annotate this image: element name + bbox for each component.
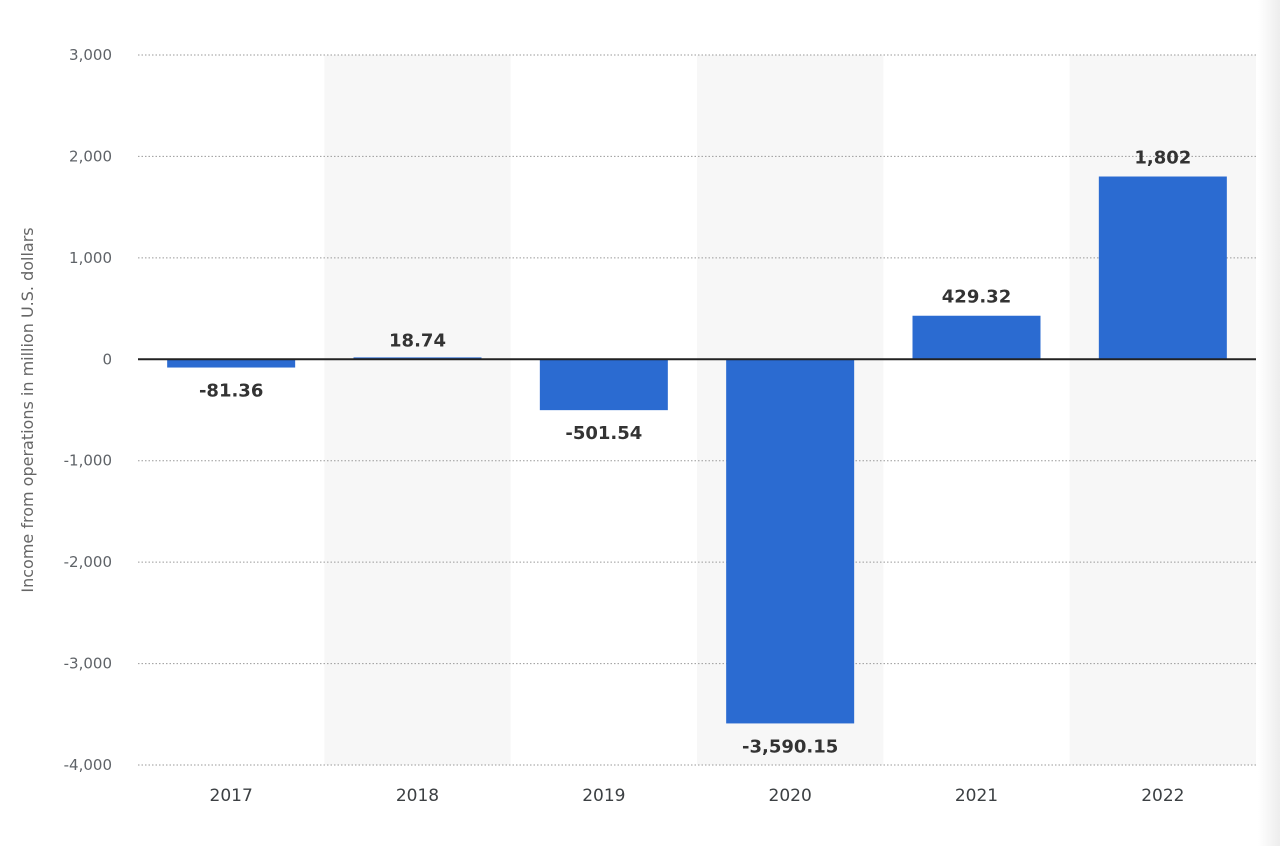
y-tick-label: 1,000 bbox=[69, 249, 112, 267]
bar-2021 bbox=[912, 315, 1041, 360]
bars bbox=[167, 176, 1227, 724]
data-label-2021: 429.32 bbox=[942, 287, 1011, 308]
y-tick-label: 0 bbox=[102, 350, 112, 368]
data-label-2018: 18.74 bbox=[389, 330, 446, 351]
y-axis: 3,000 2,000 1,000 0 -1,000 -2,000 -3,000 -4,000 bbox=[64, 46, 112, 774]
y-tick-label: -3,000 bbox=[64, 655, 112, 673]
x-tick-label: 2022 bbox=[1141, 786, 1184, 806]
x-tick-label: 2018 bbox=[396, 786, 439, 806]
y-tick-label: -2,000 bbox=[64, 553, 112, 571]
data-label-2019: -501.54 bbox=[565, 423, 642, 444]
data-label-2017: -81.36 bbox=[199, 381, 263, 402]
y-tick-label: -1,000 bbox=[64, 452, 112, 470]
data-label-2020: -3,590.15 bbox=[742, 736, 838, 757]
bar-2017 bbox=[167, 359, 296, 368]
x-tick-label: 2020 bbox=[769, 786, 812, 806]
x-axis: 2017 2018 2019 2020 2021 2022 bbox=[210, 786, 1185, 806]
gridlines bbox=[138, 54, 1256, 766]
data-labels: -81.36 18.74 -501.54 -3,590.15 429.32 1,802 bbox=[199, 148, 1191, 758]
bar-2022 bbox=[1098, 176, 1227, 360]
y-tick-label: 2,000 bbox=[69, 147, 112, 165]
bar-2020 bbox=[726, 359, 855, 724]
y-tick-label: 3,000 bbox=[69, 46, 112, 64]
column-band bbox=[324, 55, 511, 765]
data-label-2022: 1,802 bbox=[1134, 148, 1191, 169]
x-tick-label: 2021 bbox=[955, 786, 998, 806]
y-axis-title: Income from operations in million U.S. d… bbox=[18, 227, 37, 592]
y-tick-label: -4,000 bbox=[64, 756, 112, 774]
bar-2019 bbox=[539, 359, 668, 411]
x-tick-label: 2017 bbox=[210, 786, 253, 806]
column-band bbox=[1069, 55, 1256, 765]
x-tick-label: 2019 bbox=[582, 786, 625, 806]
right-edge-shadow bbox=[1258, 0, 1280, 846]
